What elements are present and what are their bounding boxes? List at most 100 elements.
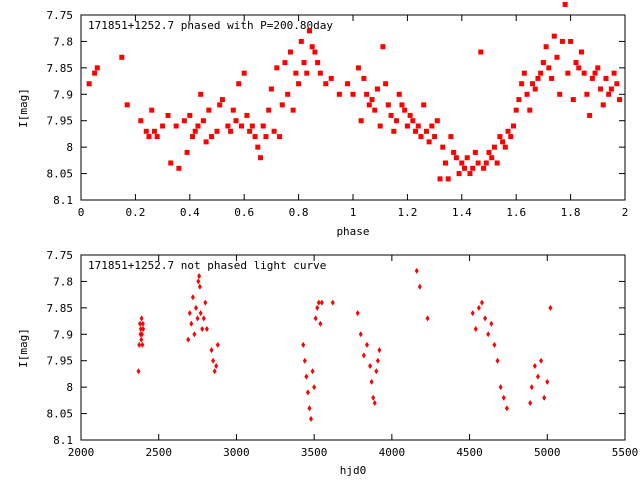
- x-tick-label: 2: [622, 206, 629, 219]
- data-point: [532, 363, 537, 369]
- data-point: [187, 112, 193, 118]
- data-point: [527, 107, 533, 113]
- data-point: [187, 310, 192, 317]
- data-point: [396, 91, 402, 97]
- data-point: [516, 97, 522, 103]
- data-point: [539, 357, 544, 364]
- y-tick-label: 8: [66, 381, 73, 394]
- x-tick-label: 5000: [534, 446, 561, 459]
- data-point: [483, 160, 489, 166]
- data-point: [545, 378, 550, 385]
- data-point: [464, 155, 470, 161]
- x-tick-label: 0.4: [180, 206, 200, 219]
- data-point: [315, 304, 320, 311]
- data-point: [277, 134, 283, 140]
- data-point: [542, 394, 547, 401]
- data-point: [459, 160, 465, 166]
- y-tick-label: 7.8: [53, 275, 73, 288]
- data-point: [372, 400, 377, 406]
- data-point: [614, 81, 620, 87]
- data-point: [214, 128, 220, 134]
- data-point: [540, 60, 546, 66]
- data-point: [414, 267, 419, 274]
- x-tick-label: 0.8: [289, 206, 309, 219]
- data-point: [377, 123, 383, 129]
- data-point: [358, 331, 363, 338]
- plot-frame: [80, 14, 626, 201]
- y-tick-label: 8.05: [47, 408, 74, 421]
- data-point: [310, 368, 315, 375]
- data-point: [565, 70, 571, 76]
- data-point: [369, 97, 375, 103]
- axis-ticks: 0 0.2 0.4 0.6 0.8 1 1.2 1.4 1.6 1.8 2 7.75 7.8 7.85 7.…: [47, 9, 629, 219]
- data-point: [305, 389, 310, 396]
- data-point: [504, 405, 509, 412]
- x-tick-label: 2500: [145, 446, 172, 459]
- data-point: [358, 118, 364, 124]
- data-point: [491, 144, 497, 150]
- data-point: [489, 320, 494, 327]
- data-point: [481, 165, 487, 171]
- data-point: [181, 118, 187, 124]
- data-point: [467, 171, 473, 177]
- data-point: [192, 331, 197, 338]
- data-point: [192, 128, 198, 134]
- y-tick-label: 7.75: [47, 9, 74, 22]
- y-tick-label: 7.75: [47, 249, 74, 262]
- data-point: [304, 373, 309, 380]
- y-tick-label: 7.8: [53, 35, 73, 48]
- data-point: [197, 273, 202, 280]
- data-point: [201, 315, 206, 322]
- data-point: [600, 102, 606, 108]
- data-point: [456, 171, 462, 177]
- data-point: [317, 70, 323, 76]
- data-point: [528, 400, 533, 406]
- data-point: [214, 363, 219, 369]
- data-point: [151, 128, 157, 134]
- x-tick-label: 1.2: [397, 206, 417, 219]
- data-point: [476, 304, 481, 311]
- data-point: [141, 326, 146, 332]
- data-point: [606, 91, 612, 97]
- data-point: [502, 144, 508, 150]
- data-point: [189, 320, 194, 327]
- data-point: [312, 49, 318, 55]
- data-point: [211, 357, 216, 364]
- data-point: [139, 315, 144, 322]
- data-point: [559, 38, 565, 44]
- data-point: [318, 320, 323, 327]
- data-point: [238, 123, 244, 129]
- data-point: [140, 320, 145, 327]
- axis-ticks: 2000 2500 3000 3500 4000 4500 5000 5500 7.75 7.8 7…: [47, 249, 639, 459]
- data-point: [315, 60, 321, 66]
- data-point: [160, 123, 166, 129]
- data-point: [212, 368, 217, 375]
- data-point: [470, 165, 476, 171]
- data-point: [209, 134, 215, 140]
- data-point: [194, 304, 199, 311]
- data-point: [298, 38, 304, 44]
- phased-light-curve-panel: 171851+1252.7 phased with P=200.80day ph…: [17, 1, 629, 238]
- x-tick-label: 0.2: [125, 206, 145, 219]
- y-tick-label: 7.9: [53, 328, 73, 341]
- data-point: [538, 70, 544, 76]
- data-point: [505, 128, 511, 134]
- data-point: [473, 326, 478, 332]
- data-point: [500, 139, 506, 145]
- data-point: [252, 134, 258, 140]
- data-point: [136, 368, 141, 375]
- data-point: [421, 102, 427, 108]
- data-point: [498, 384, 503, 391]
- data-point: [204, 326, 209, 332]
- data-point: [549, 75, 555, 81]
- y-tick-label: 8.05: [47, 168, 74, 181]
- data-point: [478, 49, 484, 55]
- data-point: [535, 373, 540, 380]
- data-point: [328, 75, 334, 81]
- y-tick-label: 7.85: [47, 302, 74, 315]
- data-point: [200, 118, 206, 124]
- data-point: [206, 107, 212, 113]
- data-point: [530, 81, 536, 87]
- data-point: [124, 102, 130, 108]
- data-point: [568, 38, 574, 44]
